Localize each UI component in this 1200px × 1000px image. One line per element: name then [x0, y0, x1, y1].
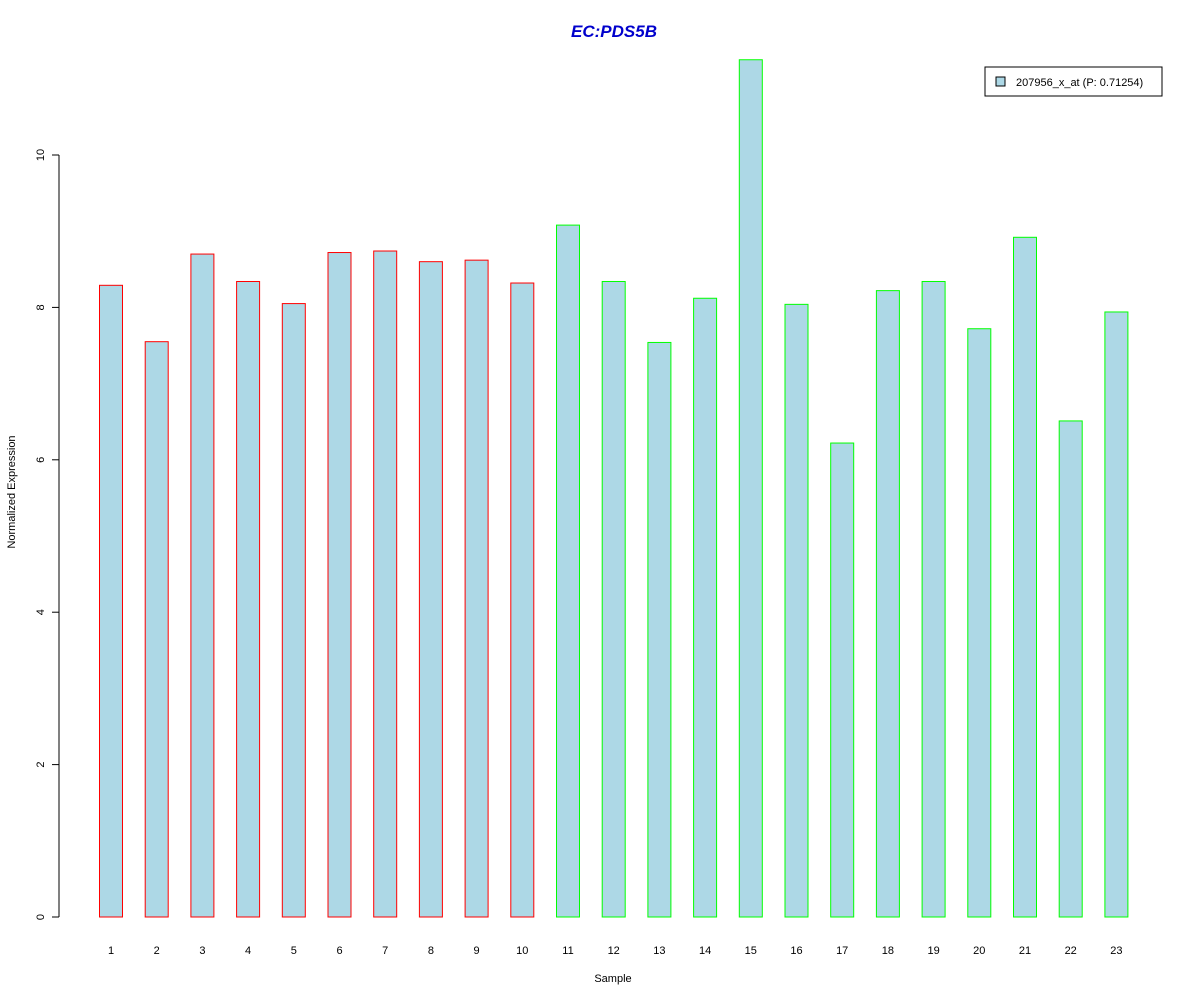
bar-sample-13 — [647, 341, 672, 918]
bar-sample-1 — [99, 284, 123, 918]
x-tick-label: 20 — [973, 945, 985, 957]
bar-sample-20 — [967, 328, 992, 918]
x-tick-label: 19 — [927, 945, 939, 957]
legend: 207956_x_at (P: 0.71254) — [984, 66, 1163, 97]
bar-sample-16 — [784, 303, 809, 918]
bar-sample-10 — [510, 282, 535, 918]
x-tick-label: 12 — [608, 945, 620, 957]
x-axis-label: Sample — [594, 973, 631, 985]
x-tick-label: 13 — [653, 945, 665, 957]
x-tick-label: 23 — [1110, 945, 1122, 957]
x-tick-label: 14 — [699, 945, 711, 957]
y-tick-label: 10 — [35, 149, 47, 161]
bar-sample-17 — [830, 442, 855, 918]
y-tick-label: 6 — [35, 457, 47, 463]
bar-sample-5 — [281, 303, 306, 918]
x-tick-label: 16 — [790, 945, 802, 957]
x-tick-label: 7 — [382, 945, 388, 957]
x-tick-labels: 1 2 3 4 5 6 7 8 9 10 11 12 13 14 15 16 17 18 19 20 21 22 23 — [108, 945, 1123, 957]
chart-title: EC:PDS5B — [571, 22, 657, 41]
bar-sample-12 — [601, 280, 626, 918]
bar-sample-2 — [144, 341, 169, 918]
bar-sample-23 — [1104, 311, 1129, 918]
x-tick-label: 4 — [245, 945, 251, 957]
bar-sample-8 — [418, 261, 443, 918]
y-axis-label: Normalized Expression — [6, 435, 18, 548]
legend-label: 207956_x_at (P: 0.71254) — [1016, 77, 1143, 89]
legend-box — [984, 66, 1163, 97]
y-tick-label: 2 — [35, 762, 47, 768]
x-tick-label: 3 — [199, 945, 205, 957]
bar-sample-14 — [693, 297, 718, 918]
x-tick-label: 21 — [1019, 945, 1031, 957]
x-tick-label: 6 — [336, 945, 342, 957]
bar-sample-18 — [875, 290, 900, 918]
x-tick-label: 2 — [154, 945, 160, 957]
bar-sample-19 — [921, 280, 946, 918]
bar-sample-6 — [327, 252, 352, 918]
x-tick-label: 9 — [474, 945, 480, 957]
x-tick-label: 18 — [882, 945, 894, 957]
x-tick-label: 10 — [516, 945, 528, 957]
x-tick-label: 11 — [562, 945, 573, 957]
y-tick-label: 4 — [35, 609, 47, 615]
y-tick-label: 0 — [35, 914, 47, 920]
x-tick-label: 1 — [108, 945, 114, 957]
bar-sample-21 — [1013, 236, 1037, 918]
x-tick-label: 22 — [1065, 945, 1077, 957]
x-tick-label: 15 — [745, 945, 757, 957]
bar-sample-4 — [236, 280, 261, 918]
bar-sample-9 — [464, 259, 489, 918]
y-axis: 0 2 4 6 8 10 — [35, 149, 60, 920]
bar-sample-7 — [373, 250, 398, 918]
x-tick-label: 17 — [836, 945, 848, 957]
bar-sample-11 — [556, 224, 580, 918]
bar-sample-15 — [738, 59, 763, 918]
bar-sample-22 — [1058, 420, 1083, 918]
y-tick-label: 8 — [35, 304, 47, 310]
x-tick-label: 5 — [291, 945, 297, 957]
x-tick-label: 8 — [428, 945, 434, 957]
bars — [99, 59, 1129, 918]
legend-swatch — [995, 76, 1006, 87]
bar-sample-3 — [190, 253, 215, 918]
